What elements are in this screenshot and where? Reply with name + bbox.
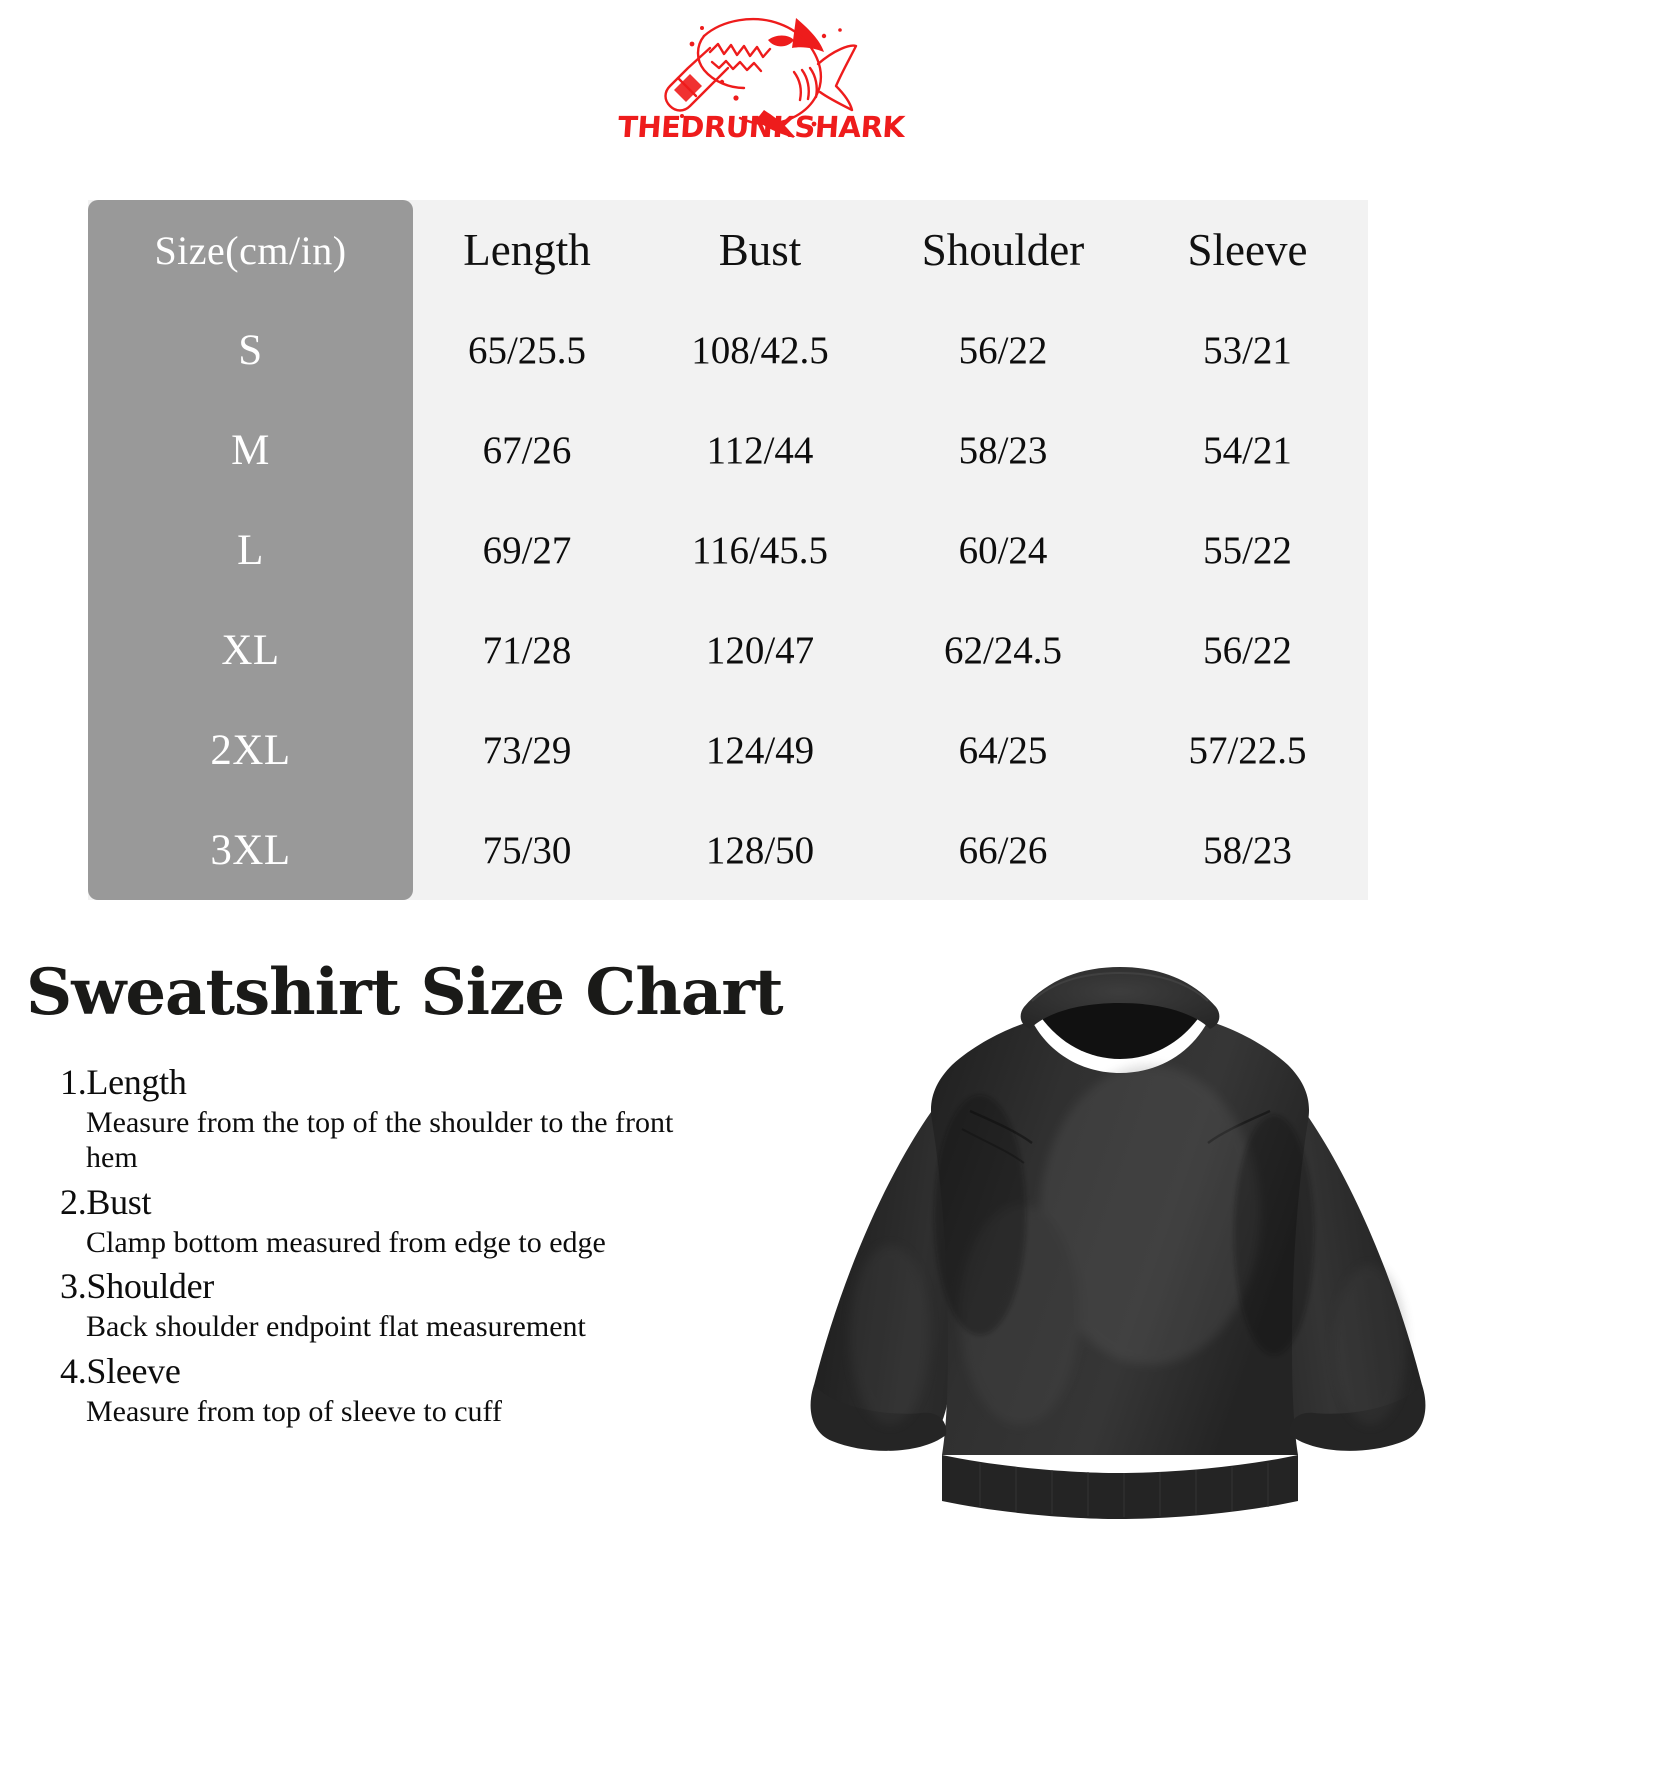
cell-sleeve: 54/21 bbox=[1203, 428, 1292, 472]
measurement-instructions: 1.Length Measure from the top of the sho… bbox=[60, 1060, 760, 1433]
collar-highlight bbox=[1031, 971, 1209, 1002]
cell-length: 75/30 bbox=[482, 828, 572, 872]
cell-bust: 124/49 bbox=[705, 728, 815, 772]
cell-sleeve: 56/22 bbox=[1203, 628, 1292, 672]
instruction-item-shoulder: 3.Shoulder Back shoulder endpoint flat m… bbox=[60, 1264, 760, 1344]
cell-size: M bbox=[88, 400, 413, 500]
cell-bust: 116/45.5 bbox=[691, 528, 829, 572]
wash-highlight bbox=[850, 1245, 930, 1425]
cell-shoulder: 64/25 bbox=[958, 728, 1048, 772]
column-header-size: Size(cm/in) bbox=[88, 200, 413, 300]
collar-inner bbox=[1038, 991, 1202, 1059]
cell-length: 73/29 bbox=[482, 728, 572, 772]
wash-shadow bbox=[1234, 1115, 1314, 1355]
wash-highlight bbox=[1334, 1265, 1406, 1425]
shark-with-bottle-icon bbox=[664, 17, 858, 138]
cell-sleeve: 57/22.5 bbox=[1188, 728, 1307, 772]
instruction-desc: Back shoulder endpoint flat measurement bbox=[86, 1310, 586, 1344]
cell-bust: 128/50 bbox=[705, 828, 815, 872]
table-row: L 69/27 116/45.5 60/24 55/22 bbox=[88, 500, 1368, 600]
brand-wordmark: THEDRUNKSHARK bbox=[616, 110, 906, 144]
cell-size: 2XL bbox=[88, 700, 413, 800]
cell-shoulder: 56/22 bbox=[958, 328, 1048, 372]
column-header-bust: Bust bbox=[718, 225, 802, 275]
product-photo-sweatshirt bbox=[770, 915, 1470, 1555]
cell-sleeve: 53/21 bbox=[1203, 328, 1292, 372]
cell-sleeve: 55/22 bbox=[1203, 528, 1292, 572]
cell-shoulder: 62/24.5 bbox=[943, 628, 1063, 672]
instruction-item-bust: 2.Bust Clamp bottom measured from edge t… bbox=[60, 1180, 760, 1260]
cell-size: S bbox=[88, 300, 413, 400]
collar-ribbing bbox=[1020, 967, 1220, 1029]
cell-shoulder: 66/26 bbox=[958, 828, 1048, 872]
cell-length: 65/25.5 bbox=[467, 328, 587, 372]
instruction-item-sleeve: 4.Sleeve Measure from top of sleeve to c… bbox=[60, 1349, 760, 1429]
cell-size: 3XL bbox=[88, 800, 413, 900]
wash-shadow bbox=[934, 1095, 1026, 1335]
table-header-row: Size(cm/in) Length Bust Shoulder Sleeve bbox=[88, 200, 1368, 300]
table-row: XL 71/28 120/47 62/24.5 56/22 bbox=[88, 600, 1368, 700]
table-row: S 65/25.5 108/42.5 56/22 53/21 bbox=[88, 300, 1368, 400]
table-row: 2XL 73/29 124/49 64/25 57/22.5 bbox=[88, 700, 1368, 800]
cell-sleeve: 58/23 bbox=[1203, 828, 1292, 872]
column-header-shoulder: Shoulder bbox=[921, 225, 1085, 275]
table-row: 3XL 75/30 128/50 66/26 58/23 bbox=[88, 800, 1368, 900]
instruction-title: 3.Shoulder bbox=[60, 1266, 214, 1307]
instruction-desc: Clamp bottom measured from edge to edge bbox=[86, 1225, 606, 1259]
column-header-sleeve: Sleeve bbox=[1187, 225, 1308, 275]
brand-logo bbox=[618, 6, 858, 166]
column-header-length: Length bbox=[463, 225, 591, 275]
instruction-item-length: 1.Length Measure from the top of the sho… bbox=[60, 1060, 760, 1176]
instruction-desc: Measure from the top of the shoulder to … bbox=[86, 1106, 674, 1175]
cell-size: XL bbox=[88, 600, 413, 700]
cell-shoulder: 60/24 bbox=[958, 528, 1048, 572]
cell-length: 69/27 bbox=[482, 528, 572, 572]
page-title: Sweatshirt Size Chart bbox=[26, 955, 784, 1030]
cell-bust: 108/42.5 bbox=[691, 328, 829, 372]
size-chart-table: Size(cm/in) Length Bust Shoulder Sleeve … bbox=[88, 200, 1368, 900]
wash-highlight bbox=[1040, 1065, 1260, 1365]
table-row: M 67/26 112/44 58/23 54/21 bbox=[88, 400, 1368, 500]
cell-length: 67/26 bbox=[482, 428, 572, 472]
cell-bust: 120/47 bbox=[705, 628, 815, 672]
cell-size: L bbox=[88, 500, 413, 600]
instruction-title: 4.Sleeve bbox=[60, 1350, 181, 1391]
cell-length: 71/28 bbox=[482, 628, 572, 672]
hem-ribbing bbox=[942, 1455, 1298, 1519]
cell-bust: 112/44 bbox=[706, 428, 814, 472]
hem-ribs bbox=[979, 1463, 1269, 1517]
cell-shoulder: 58/23 bbox=[958, 428, 1048, 472]
instruction-title: 1.Length bbox=[60, 1062, 187, 1102]
instruction-title: 2.Bust bbox=[60, 1181, 152, 1222]
instruction-desc: Measure from top of sleeve to cuff bbox=[86, 1394, 502, 1428]
